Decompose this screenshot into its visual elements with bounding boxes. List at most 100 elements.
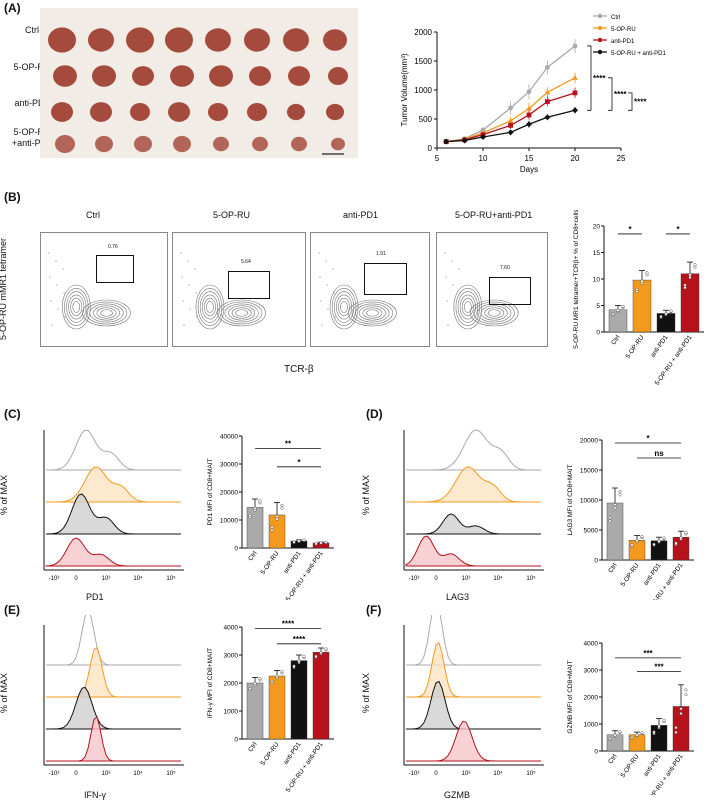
replicate-point: [659, 315, 663, 319]
x-tick-label: 10: [479, 154, 488, 163]
data-point: [507, 129, 514, 136]
histogram-tick-label: 0: [434, 576, 438, 582]
histogram-curve: [46, 429, 181, 471]
contour-line: [473, 301, 515, 325]
y-tick-label: 500: [419, 115, 433, 124]
tumor: [249, 66, 271, 86]
histogram-curve: [46, 646, 181, 698]
y-tick-label: 15000: [580, 468, 598, 475]
row-label-ctrl: Ctrl: [25, 25, 39, 35]
panel-label-f: (F): [366, 603, 382, 617]
flow-plot-anti: 1.91: [310, 232, 430, 347]
contour-line: [70, 297, 83, 317]
legend-marker: [597, 13, 603, 19]
contour-line: [93, 305, 121, 321]
replicate-point: [635, 287, 639, 291]
replicate-point: [662, 536, 666, 540]
replicate-point: [657, 539, 661, 543]
y-tick-label: 1000: [584, 722, 599, 729]
histo-ylabel-f: % of MAX: [361, 672, 372, 714]
contour-line: [362, 307, 383, 319]
replicate-point: [613, 503, 617, 507]
bar: [650, 725, 668, 752]
bar: [246, 682, 264, 740]
replicate-point: [674, 726, 678, 730]
lag3-bar-chart: 0 5000 10000 15000 20000 LAG3 MFI of CD8+MAIT…: [567, 434, 694, 600]
tumor: [168, 102, 190, 122]
histogram-tick-label: -10³: [409, 576, 420, 582]
histogram-curve: [406, 513, 541, 535]
contour-line: [195, 284, 225, 330]
replicate-point: [280, 503, 284, 507]
contour-combo: [444, 252, 519, 330]
flow-event: [453, 308, 455, 310]
lag3-histogram: -10³ 0 10³ 10⁴ 10⁵: [403, 429, 544, 582]
gate-value-combo: 7.60: [500, 265, 510, 271]
y-axis-label: 5-OP-RU MR1 tetramer+TCRβ+ % of CD8+cell…: [573, 210, 580, 349]
contour-line: [457, 291, 478, 323]
histogram-tick-label: 10⁴: [493, 770, 503, 777]
histogram-curve: [45, 493, 181, 535]
replicate-point: [248, 514, 252, 518]
sig-bracket-anti: [628, 92, 633, 111]
histo-xlabel-d: LAG3: [446, 592, 470, 602]
category-label: Ctrl: [610, 334, 622, 347]
contour-line: [329, 284, 359, 330]
y-tick-label: 4000: [224, 625, 239, 632]
replicate-point: [613, 506, 617, 510]
tumor: [48, 27, 76, 53]
contour-ctrl: [48, 252, 131, 330]
replicate-point: [693, 263, 697, 267]
tumor: [287, 103, 305, 121]
data-point: [526, 112, 532, 118]
tumor: [170, 65, 194, 87]
flow-xlabel: TCR-β: [284, 364, 314, 375]
contour-line: [355, 303, 390, 323]
replicate-point: [324, 647, 328, 651]
tumor: [132, 66, 154, 86]
histogram-tick-label: 0: [74, 576, 78, 582]
histogram-tick-label: 10³: [462, 771, 471, 777]
histogram-curve: [46, 715, 181, 762]
flow-event: [180, 252, 182, 254]
contour-line: [82, 299, 131, 327]
tumor: [288, 66, 310, 86]
row-label-anti: anti-PD1: [14, 98, 50, 108]
flow-ylabel: 5-OP-RU mMR1 tetramer: [0, 237, 9, 341]
contour-line: [463, 301, 472, 313]
legend-label: Ctrl: [611, 15, 620, 21]
sig-label: *: [628, 225, 632, 234]
contour-line: [197, 287, 223, 327]
category-label: Ctrl: [607, 753, 619, 766]
replicate-point: [635, 733, 639, 737]
histogram-tick-label: -10³: [49, 576, 60, 582]
y-tick-label: 1000: [414, 86, 432, 95]
y-tick-label: 0: [234, 546, 238, 553]
y-tick-label: 0: [594, 558, 598, 565]
replicate-point: [688, 275, 692, 280]
replicate-point: [683, 286, 687, 290]
y-tick-label: 3000: [224, 653, 239, 660]
contour-line: [96, 307, 117, 319]
sig-label: ***: [643, 649, 653, 658]
replicate-point: [684, 693, 688, 697]
contour-line: [338, 297, 350, 317]
histogram-tick-label: 10⁵: [526, 575, 536, 582]
x-tick-label: 20: [571, 154, 580, 163]
y-tick-label: 3000: [584, 668, 599, 675]
y-tick-label: 10000: [220, 518, 238, 525]
replicate-point: [270, 528, 274, 532]
legend-label: 5-OP-RU + anti-PD1: [611, 51, 667, 57]
contour-line: [477, 303, 512, 323]
histo-ylabel-e: % of MAX: [0, 672, 10, 714]
sig-label: *: [646, 434, 650, 443]
contour-line: [224, 303, 259, 323]
data-point: [443, 138, 450, 145]
y-tick-label: 1500: [414, 57, 432, 66]
contour-line: [235, 309, 248, 317]
flow-event: [64, 316, 66, 318]
replicate-point: [652, 730, 656, 734]
sig-label: ***: [654, 662, 664, 671]
replicate-point: [280, 506, 284, 510]
data-point: [508, 122, 513, 128]
